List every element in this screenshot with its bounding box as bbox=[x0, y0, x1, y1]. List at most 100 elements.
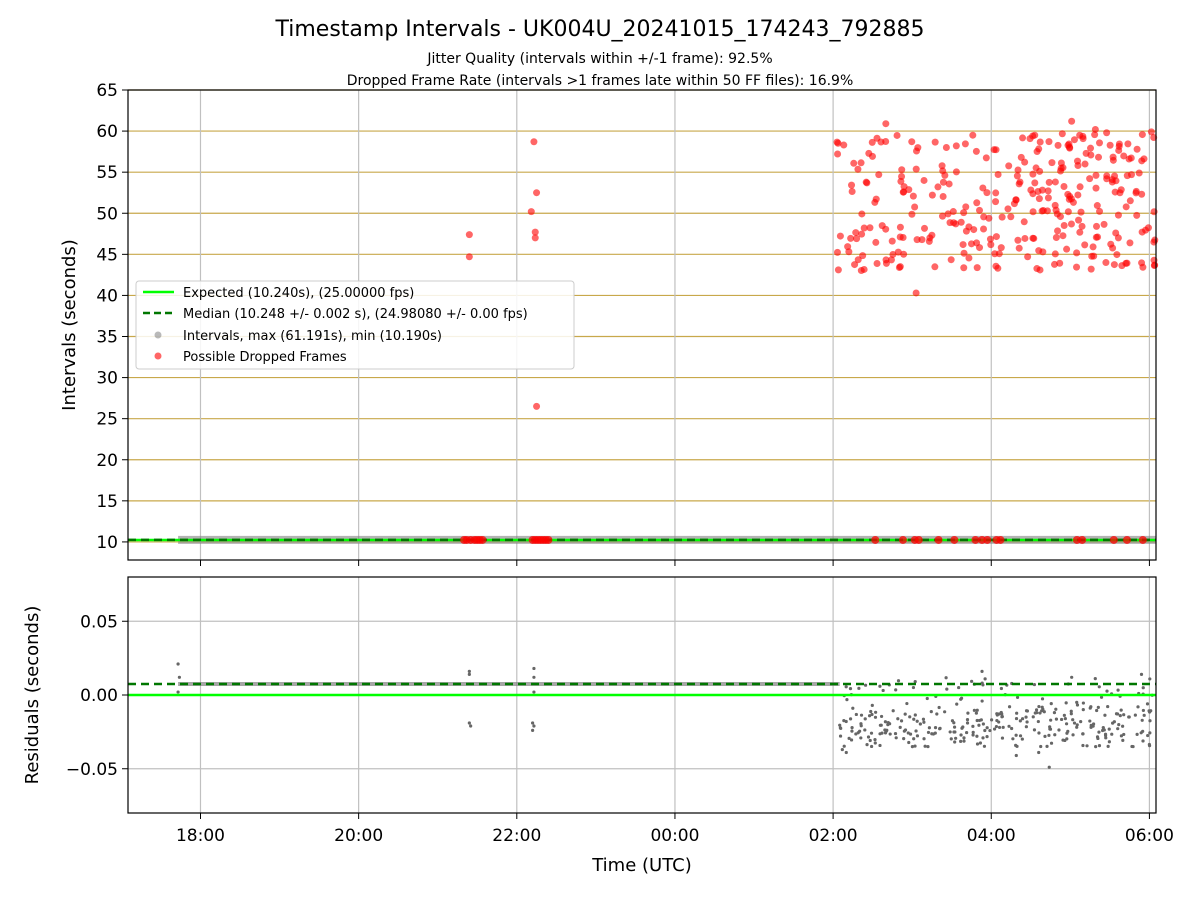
residual-y-tick-label: −0.05 bbox=[66, 760, 118, 780]
dropped-frame-point bbox=[531, 234, 539, 242]
residual-point bbox=[1119, 734, 1124, 738]
legend-intervals-label: Intervals, max (61.191s), min (10.190s) bbox=[183, 329, 442, 344]
dropped-frame-point bbox=[858, 230, 866, 238]
residual-point bbox=[1118, 713, 1122, 718]
residual-point bbox=[859, 724, 863, 728]
residual-point bbox=[1031, 715, 1035, 719]
dropped-frame-point bbox=[893, 131, 901, 139]
dropped-frame-point bbox=[898, 166, 906, 174]
dropped-frame-point bbox=[851, 261, 859, 269]
residual-point bbox=[1121, 738, 1125, 742]
dropped-frame-point bbox=[1103, 129, 1111, 137]
dropped-frame-point bbox=[987, 241, 995, 249]
dropped-frame-point bbox=[873, 259, 881, 267]
dropped-frame-point bbox=[848, 181, 856, 189]
residual-point bbox=[983, 677, 987, 681]
residual-point bbox=[980, 681, 984, 685]
legend-intervals-swatch bbox=[154, 331, 162, 339]
residual-point bbox=[1059, 717, 1064, 722]
dropped-frame-point bbox=[882, 259, 890, 267]
residual-point bbox=[971, 733, 975, 737]
residual-point bbox=[176, 690, 180, 694]
dropped-frame-point bbox=[1078, 535, 1087, 544]
residual-point bbox=[838, 734, 843, 738]
dropped-frame-point bbox=[1029, 170, 1037, 178]
residual-point bbox=[1052, 711, 1057, 715]
residual-point bbox=[531, 728, 535, 733]
dropped-frame-point bbox=[934, 535, 943, 544]
dropped-frame-point bbox=[1126, 239, 1134, 247]
residual-point bbox=[1037, 704, 1041, 709]
y-tick-label: 20 bbox=[96, 451, 118, 471]
residual-point bbox=[869, 709, 873, 714]
dropped-frame-point bbox=[979, 184, 987, 192]
residual-point bbox=[1011, 737, 1015, 741]
dropped-frame-point bbox=[1013, 172, 1021, 180]
dropped-frame-point bbox=[1052, 234, 1060, 242]
residual-point bbox=[1112, 720, 1116, 724]
dropped-frame-point bbox=[998, 213, 1006, 221]
residual-point bbox=[1121, 724, 1125, 728]
dropped-frame-point bbox=[1032, 164, 1040, 172]
dropped-frame-point bbox=[921, 224, 929, 232]
residuals-x-ticks: 18:00 20:00 22:00 00:00 02:00 04:00 06:00 bbox=[176, 813, 1174, 846]
dropped-frame-point bbox=[952, 142, 960, 150]
residual-point bbox=[863, 683, 868, 687]
dropped-frame-point bbox=[959, 241, 967, 249]
residual-point bbox=[977, 723, 981, 727]
residual-point bbox=[1049, 702, 1053, 706]
residual-point bbox=[1122, 713, 1126, 717]
dropped-frame-point bbox=[1093, 222, 1101, 230]
residual-point bbox=[469, 724, 473, 728]
residual-point bbox=[1093, 676, 1097, 681]
residual-point bbox=[899, 719, 904, 723]
dropped-frame-point bbox=[1031, 179, 1039, 187]
residual-point bbox=[1104, 736, 1108, 740]
residual-point bbox=[1038, 711, 1042, 715]
residual-point bbox=[532, 690, 536, 694]
dropped-frame-point bbox=[1054, 141, 1062, 149]
dropped-frame-point bbox=[1044, 187, 1052, 195]
residual-point bbox=[1045, 744, 1049, 748]
residual-point bbox=[1069, 709, 1073, 713]
residual-point bbox=[1036, 719, 1040, 724]
dropped-frame-point bbox=[992, 189, 1000, 197]
dropped-frame-point bbox=[882, 137, 890, 145]
residual-point bbox=[842, 744, 846, 748]
residual-point bbox=[849, 738, 854, 742]
residual-point bbox=[1148, 719, 1152, 723]
dropped-frame-point bbox=[1031, 131, 1039, 139]
residual-point bbox=[1106, 704, 1110, 709]
dropped-frame-point bbox=[544, 535, 553, 544]
residual-point bbox=[1014, 753, 1018, 758]
residual-point bbox=[467, 672, 471, 676]
intervals-y-ticks: 10 15 20 25 30 35 40 45 50 55 60 65 bbox=[96, 81, 128, 553]
dropped-frame-point bbox=[920, 176, 928, 184]
residual-point bbox=[1105, 689, 1109, 693]
residual-point bbox=[870, 703, 874, 707]
dropped-frame-point bbox=[913, 236, 921, 244]
dropped-frame-point bbox=[871, 535, 880, 544]
dropped-frame-point bbox=[944, 210, 952, 218]
residual-point bbox=[532, 675, 536, 679]
dropped-frame-point bbox=[1057, 164, 1065, 172]
residual-point bbox=[938, 727, 942, 731]
dropped-frame-point bbox=[1039, 248, 1047, 256]
residual-point bbox=[929, 709, 933, 714]
dropped-frame-point bbox=[1010, 200, 1018, 208]
residual-point bbox=[914, 729, 918, 733]
residual-point bbox=[911, 685, 916, 690]
residual-point bbox=[985, 726, 989, 730]
dropped-frame-point bbox=[853, 235, 861, 243]
residual-point bbox=[1034, 708, 1039, 712]
residual-point bbox=[1119, 708, 1123, 712]
residual-point bbox=[1075, 725, 1079, 729]
dropped-frame-point bbox=[1060, 221, 1068, 229]
dropped-frame-point bbox=[873, 134, 881, 142]
dropped-frame-point bbox=[1076, 228, 1084, 236]
residual-point bbox=[1070, 675, 1074, 679]
residual-point bbox=[944, 676, 948, 680]
dropped-frame-point bbox=[1100, 220, 1108, 228]
chart-legend: Expected (10.240s), (25.00000 fps) Media… bbox=[135, 280, 575, 370]
residual-point bbox=[908, 732, 913, 736]
